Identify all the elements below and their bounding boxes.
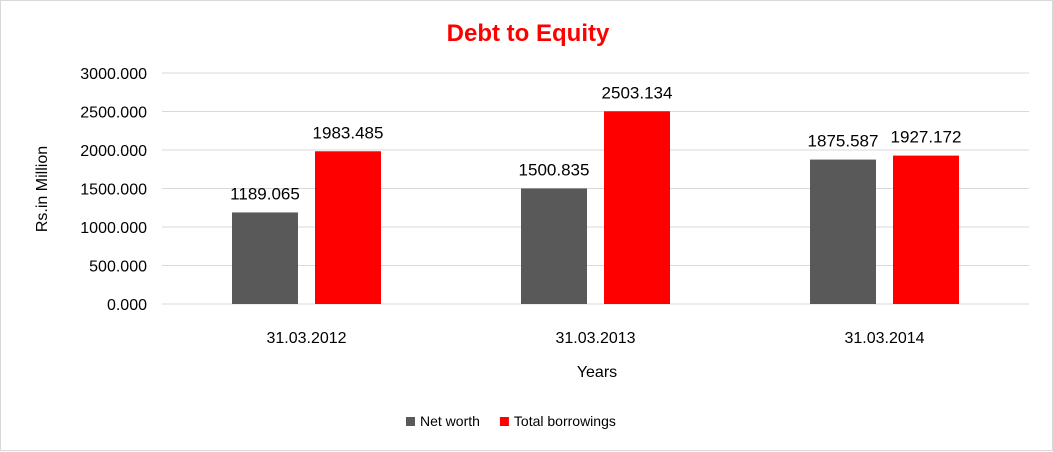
data-label: 2503.134 [602,83,673,102]
legend-label: Net worth [420,413,480,429]
y-tick-label: 1000.000 [80,220,147,237]
y-tick-label: 1500.000 [80,182,147,199]
category-labels: 31.03.2012 31.03.2013 31.03.2014 [266,330,924,347]
data-label: 1927.172 [891,128,962,147]
y-tick-label: 3000.000 [80,66,147,83]
legend-label: Total borrowings [514,413,616,429]
category-label: 31.03.2014 [844,330,924,347]
y-tick-label: 0.000 [107,297,147,314]
bar-total-borrowings [315,151,381,304]
bars [232,111,959,304]
bar-total-borrowings [893,155,959,304]
y-tick-label: 2500.000 [80,105,147,122]
data-label: 1875.587 [808,132,879,151]
data-label: 1500.835 [519,160,590,179]
category-label: 31.03.2012 [266,330,346,347]
y-tick-label: 2000.000 [80,143,147,160]
legend-swatch [499,417,509,426]
bar-net-worth [521,188,587,304]
legend: Net worth Total borrowings [406,413,616,429]
chart-title: Debt to Equity [447,20,610,47]
gridlines [162,72,1029,305]
data-label: 1983.485 [313,123,384,142]
y-tick-label: 500.000 [89,259,147,276]
y-axis-title: Rs.in Million [34,146,51,232]
category-label: 31.03.2013 [555,330,635,347]
y-tick-labels: 0.000 500.000 1000.000 1500.000 2000.000 2500… [80,66,147,314]
bar-total-borrowings [604,111,670,304]
bar-net-worth [810,159,876,304]
bar-net-worth [232,212,298,304]
legend-swatch [406,417,415,426]
x-axis-title: Years [577,364,617,381]
data-labels: 1189.065 1983.485 1500.835 2503.134 1875.587… [230,83,961,203]
data-label: 1189.065 [230,184,300,203]
